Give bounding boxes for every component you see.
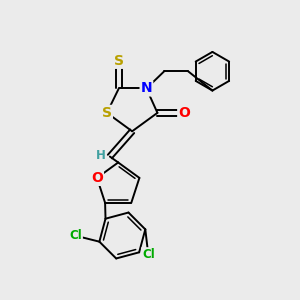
Text: S: S [102,106,112,120]
Text: Cl: Cl [142,248,155,261]
Text: O: O [91,171,103,185]
Text: O: O [178,106,190,120]
Text: N: N [141,82,152,95]
Text: S: S [114,54,124,68]
Text: Cl: Cl [69,229,82,242]
Text: H: H [95,148,105,162]
